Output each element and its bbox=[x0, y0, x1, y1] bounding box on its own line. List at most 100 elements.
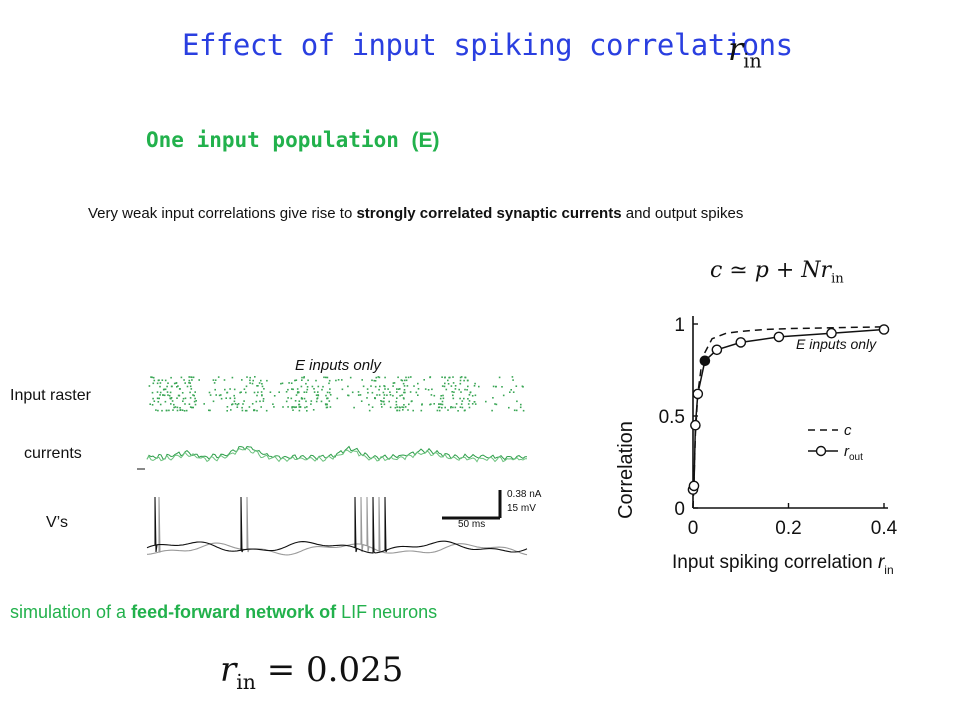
raster-spike bbox=[463, 379, 465, 382]
raster-spike bbox=[153, 379, 156, 382]
raster-spike bbox=[413, 385, 415, 387]
raster-spike bbox=[511, 376, 514, 378]
series-point-r_out bbox=[711, 344, 723, 356]
raster-spike bbox=[360, 400, 363, 402]
raster-spike bbox=[457, 410, 459, 412]
raster-spike bbox=[347, 394, 349, 397]
raster-spike bbox=[494, 403, 496, 405]
raster-spike bbox=[168, 394, 171, 397]
raster-spike bbox=[300, 385, 303, 388]
raster-spike bbox=[374, 385, 377, 388]
raster-spike bbox=[151, 404, 154, 406]
raster-spike bbox=[226, 406, 229, 408]
raster-spike bbox=[402, 382, 405, 385]
raster-spike bbox=[291, 406, 293, 409]
raster-spike bbox=[459, 406, 462, 408]
raster-spike bbox=[460, 391, 462, 393]
label-currents: currents bbox=[24, 445, 82, 462]
series-point-r_out bbox=[699, 355, 711, 367]
x-axis-label: Input spiking correlation rin bbox=[672, 552, 894, 577]
y-axis-label: Correlation bbox=[615, 421, 637, 519]
raster-spike bbox=[161, 379, 164, 381]
raster-spike bbox=[256, 394, 258, 397]
raster-spike bbox=[436, 409, 439, 412]
raster-spike bbox=[190, 388, 193, 390]
raster-spike bbox=[191, 406, 193, 409]
legend-entry-c: c bbox=[844, 422, 852, 439]
raster-spike bbox=[371, 391, 374, 394]
raster-spike bbox=[189, 406, 192, 408]
raster-spike bbox=[248, 406, 251, 408]
raster-spike bbox=[478, 385, 480, 388]
raster-spike bbox=[192, 406, 194, 409]
raster-spike bbox=[249, 379, 251, 382]
raster-spike bbox=[189, 385, 192, 388]
raster-spike bbox=[310, 403, 312, 405]
raster-spike bbox=[177, 394, 180, 397]
raster-spike bbox=[522, 386, 524, 388]
raster-spike bbox=[224, 388, 226, 391]
raster-spike bbox=[188, 379, 191, 382]
raster-spike bbox=[491, 409, 493, 412]
raster-spike bbox=[253, 391, 256, 394]
raster-spike bbox=[233, 400, 236, 403]
raster-spike bbox=[424, 388, 427, 390]
raster-spike bbox=[189, 391, 191, 394]
raster-spike bbox=[150, 376, 152, 378]
raster-spike bbox=[180, 376, 183, 379]
raster-spike bbox=[452, 397, 455, 400]
raster-spike bbox=[152, 382, 155, 385]
raster-spike bbox=[463, 397, 465, 400]
raster-spike bbox=[401, 379, 404, 382]
raster-spike bbox=[430, 394, 433, 396]
raster-spike bbox=[453, 391, 455, 393]
raster-spike bbox=[269, 391, 272, 393]
raster-spike bbox=[515, 409, 518, 412]
raster-spike bbox=[485, 400, 487, 403]
raster-spike bbox=[401, 394, 403, 396]
y-tick-label: 1 bbox=[674, 315, 685, 336]
scale-voltage-label: 15 mV bbox=[507, 503, 536, 514]
raster-spike bbox=[261, 385, 264, 388]
raster-spike bbox=[433, 394, 436, 397]
raster-spike bbox=[403, 379, 406, 382]
raster-spike bbox=[469, 391, 472, 394]
series-point-r_out bbox=[773, 331, 785, 343]
raster-spike bbox=[153, 400, 156, 402]
raster-spike bbox=[253, 409, 256, 412]
raster-spike bbox=[157, 409, 159, 412]
raster-spike bbox=[362, 385, 365, 388]
raster-spike bbox=[459, 382, 462, 385]
raster-spike bbox=[397, 388, 400, 390]
description-text: Very weak input correlations give rise t… bbox=[88, 205, 744, 222]
raster-spike bbox=[256, 385, 258, 387]
scale-bar: 0.38 nA 15 mV 50 ms bbox=[442, 489, 542, 530]
raster-spike bbox=[313, 391, 316, 393]
raster-spike bbox=[167, 382, 169, 384]
raster-spike bbox=[520, 403, 522, 406]
raster-spike bbox=[461, 406, 464, 409]
raster-spike bbox=[403, 389, 406, 391]
raster-spike bbox=[399, 406, 401, 409]
raster-spike bbox=[326, 406, 329, 409]
raster-spike bbox=[305, 391, 308, 393]
raster-spike bbox=[194, 397, 196, 400]
raster-spike bbox=[396, 406, 398, 408]
raster-spike bbox=[458, 388, 460, 391]
raster-spike bbox=[159, 403, 162, 406]
chart-axes: 0 0.5 1 0 0.2 0.4 bbox=[659, 315, 898, 539]
raster-spike bbox=[508, 406, 510, 409]
series-point-r_out bbox=[735, 337, 747, 348]
raster-spike bbox=[389, 406, 392, 409]
raster-spike bbox=[423, 379, 425, 381]
raster-spike bbox=[452, 376, 454, 378]
raster-spike bbox=[182, 397, 185, 400]
raster-spike bbox=[515, 385, 518, 387]
section-subtitle: One input population (E) bbox=[146, 128, 440, 152]
raster-spike bbox=[223, 379, 226, 381]
raster-spike bbox=[184, 397, 187, 400]
raster-spike bbox=[444, 376, 446, 379]
raster-spike bbox=[198, 379, 200, 381]
raster-spike bbox=[427, 389, 430, 391]
raster-spike bbox=[442, 394, 444, 397]
